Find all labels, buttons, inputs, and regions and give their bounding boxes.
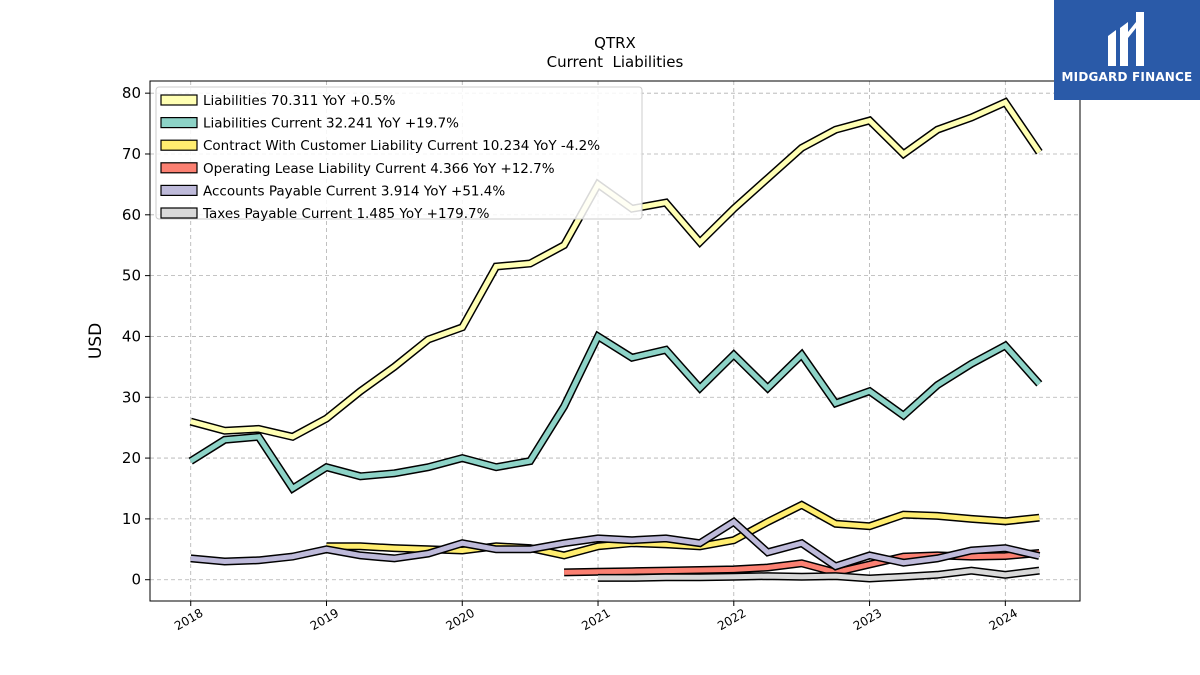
y-tick-label: 80 xyxy=(122,84,141,102)
legend-swatch xyxy=(160,162,198,174)
legend-swatch xyxy=(160,94,198,106)
legend-entry: Liabilities 70.311 YoY +0.5% xyxy=(203,93,396,109)
plot-frame xyxy=(149,80,1081,602)
legend: Liabilities 70.311 YoY +0.5% Liabilities … xyxy=(155,86,643,222)
y-tick-label: 30 xyxy=(122,388,141,406)
series-line-outline xyxy=(188,330,1043,494)
y-tick-label: 60 xyxy=(122,206,141,224)
y-tick-label: 0 xyxy=(131,571,141,589)
x-tick-label: 2022 xyxy=(715,606,748,633)
chart-subtitle: Current Liabilities xyxy=(547,53,684,71)
series-line xyxy=(189,332,1042,492)
x-tick-label: 2020 xyxy=(444,606,477,633)
series-accounts-payable-current xyxy=(190,516,1041,571)
brand-logo: MIDGARD FINANCE xyxy=(1054,0,1200,100)
legend-entry: Liabilities Current 32.241 YoY +19.7% xyxy=(203,116,459,132)
x-tick-label: 2024 xyxy=(987,606,1020,633)
series-contract-with-customer-liability-current xyxy=(326,500,1040,560)
x-tick-label: 2019 xyxy=(308,606,341,633)
series-line xyxy=(190,518,1040,570)
y-tick-label: 20 xyxy=(122,449,141,467)
x-tick-label: 2021 xyxy=(579,606,612,633)
y-axis-label: USD xyxy=(86,323,106,359)
y-tick-label: 40 xyxy=(122,327,141,345)
brand-name: MIDGARD FINANCE xyxy=(1061,70,1193,84)
series-liabilities-current xyxy=(188,330,1043,494)
x-tick-label: 2023 xyxy=(851,606,884,633)
chart-title: QTRX xyxy=(594,34,636,52)
legend-entry: Accounts Payable Current 3.914 YoY +51.4… xyxy=(203,183,505,199)
legend-box xyxy=(155,86,643,220)
legend-swatch xyxy=(160,207,198,219)
series-line xyxy=(598,568,1040,582)
series-taxes-payable-current xyxy=(598,566,1040,583)
legend-entry: Operating Lease Liability Current 4.366 … xyxy=(203,161,555,177)
legend-entry: Contract With Customer Liability Current… xyxy=(203,138,600,154)
legend-swatch xyxy=(160,184,198,196)
y-tick-label: 70 xyxy=(122,145,141,163)
midgard-logo-icon xyxy=(1108,12,1144,66)
legend-entry: Taxes Payable Current 1.485 YoY +179.7% xyxy=(202,206,490,222)
x-tick-label: 2018 xyxy=(172,606,205,633)
legend-swatch xyxy=(160,139,198,151)
legend-swatch xyxy=(160,116,198,129)
y-tick-label: 10 xyxy=(122,510,141,528)
y-tick-label: 50 xyxy=(122,267,141,285)
